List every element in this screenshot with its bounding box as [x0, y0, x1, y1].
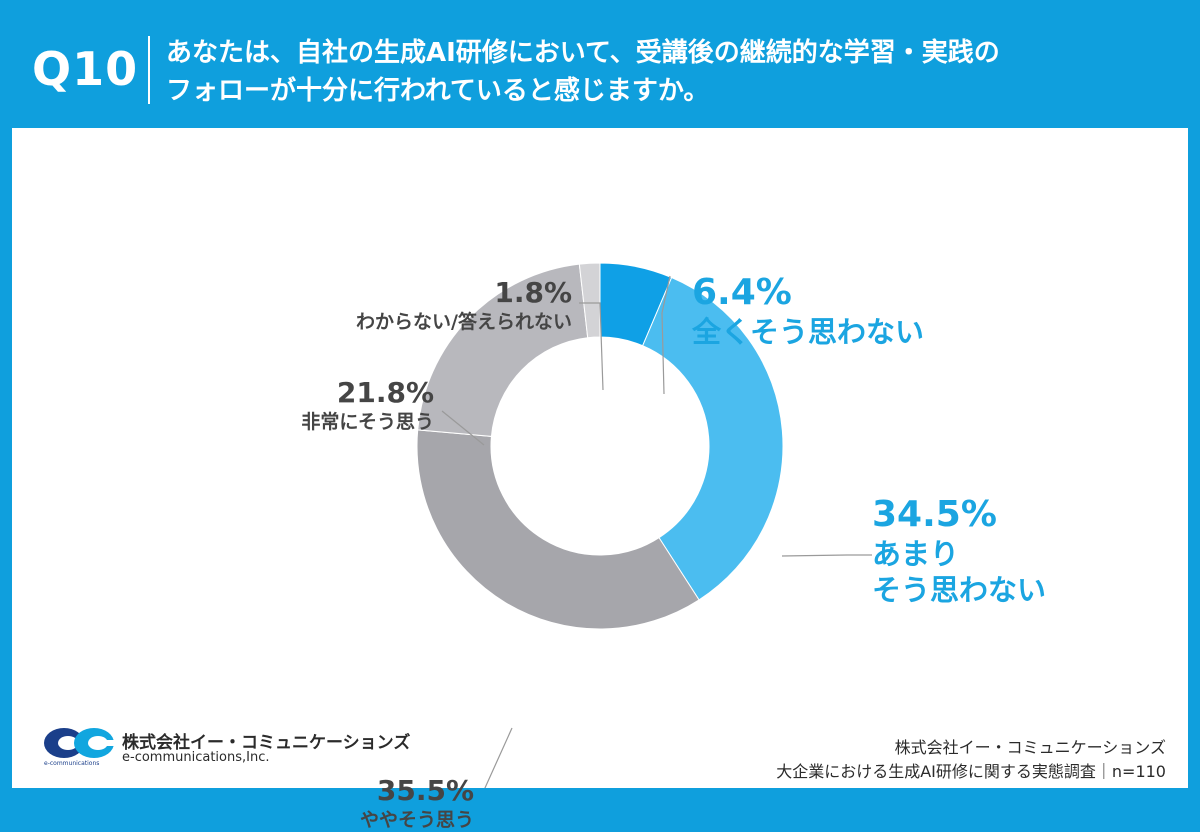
logo-mark-icon: [44, 728, 116, 758]
leader-line-s2: [781, 554, 872, 557]
question-number: Q10: [32, 42, 139, 96]
logo-company-name: 株式会社イー・コミュニケーションズ: [122, 733, 411, 753]
chart-panel: 6.4% 全くそう思わない 34.5% あまり そう思わない 35.5% ややそ…: [12, 128, 1188, 831]
donut-slice-2: [642, 276, 784, 601]
donut-slice-3: [416, 429, 700, 630]
logo-mark-text: e-communications: [44, 760, 100, 767]
slice-label-5: 1.8% わからない/答えられない: [252, 276, 572, 334]
slice-label-1: 6.4% 全くそう思わない: [692, 272, 924, 350]
footer-survey: 大企業における生成AI研修に関する実態調査｜n=110: [776, 762, 1166, 781]
slice-name-2-line1: あまり: [872, 537, 960, 571]
slice-name-2-line2: そう思わない: [872, 573, 1047, 607]
header: Q10 あなたは、自社の生成AI研修において、受講後の継続的な学習・実践の フォ…: [0, 0, 1200, 128]
slice-label-3: 35.5% ややそう思う: [274, 774, 474, 832]
header-divider: [148, 36, 150, 104]
company-logo: e-communications 株式会社イー・コミュニケーションズ e-com…: [42, 726, 410, 772]
leader-line-s5: [579, 302, 604, 391]
logo-english-name: e-communications,Inc.: [122, 750, 270, 765]
slice-name-5: わからない/答えられない: [356, 311, 572, 333]
question-title-line1: あなたは、自社の生成AI研修において、受講後の継続的な学習・実践の: [166, 38, 1000, 68]
slice-value-2: 34.5%: [872, 494, 997, 535]
slice-value-4: 21.8%: [336, 376, 434, 409]
question-title-line2: フォローが十分に行われていると感じますか。: [166, 76, 710, 106]
slice-value-3: 35.5%: [376, 774, 474, 807]
question-title: あなたは、自社の生成AI研修において、受講後の継続的な学習・実践の フォローが十…: [166, 34, 1176, 110]
slice-label-4: 21.8% 非常にそう思う: [212, 376, 434, 434]
leader-line-s4: [441, 410, 485, 446]
donut-slice-4: [417, 263, 589, 437]
slice-name-1: 全くそう思わない: [692, 315, 925, 349]
slice-name-4: 非常にそう思う: [301, 411, 434, 433]
leader-line-s1: [661, 275, 671, 395]
slice-value-1: 6.4%: [692, 272, 792, 313]
slice-value-5: 1.8%: [494, 276, 572, 309]
leader-line-s3: [484, 727, 513, 788]
donut-slice-5: [578, 262, 601, 339]
slice-name-3: ややそう思う: [359, 809, 474, 831]
slice-label-2: 34.5% あまり そう思わない: [872, 494, 1046, 608]
footer-company: 株式会社イー・コミュニケーションズ: [894, 738, 1166, 757]
footer-source: 株式会社イー・コミュニケーションズ 大企業における生成AI研修に関する実態調査｜…: [776, 736, 1166, 784]
donut-chart: [416, 262, 872, 788]
